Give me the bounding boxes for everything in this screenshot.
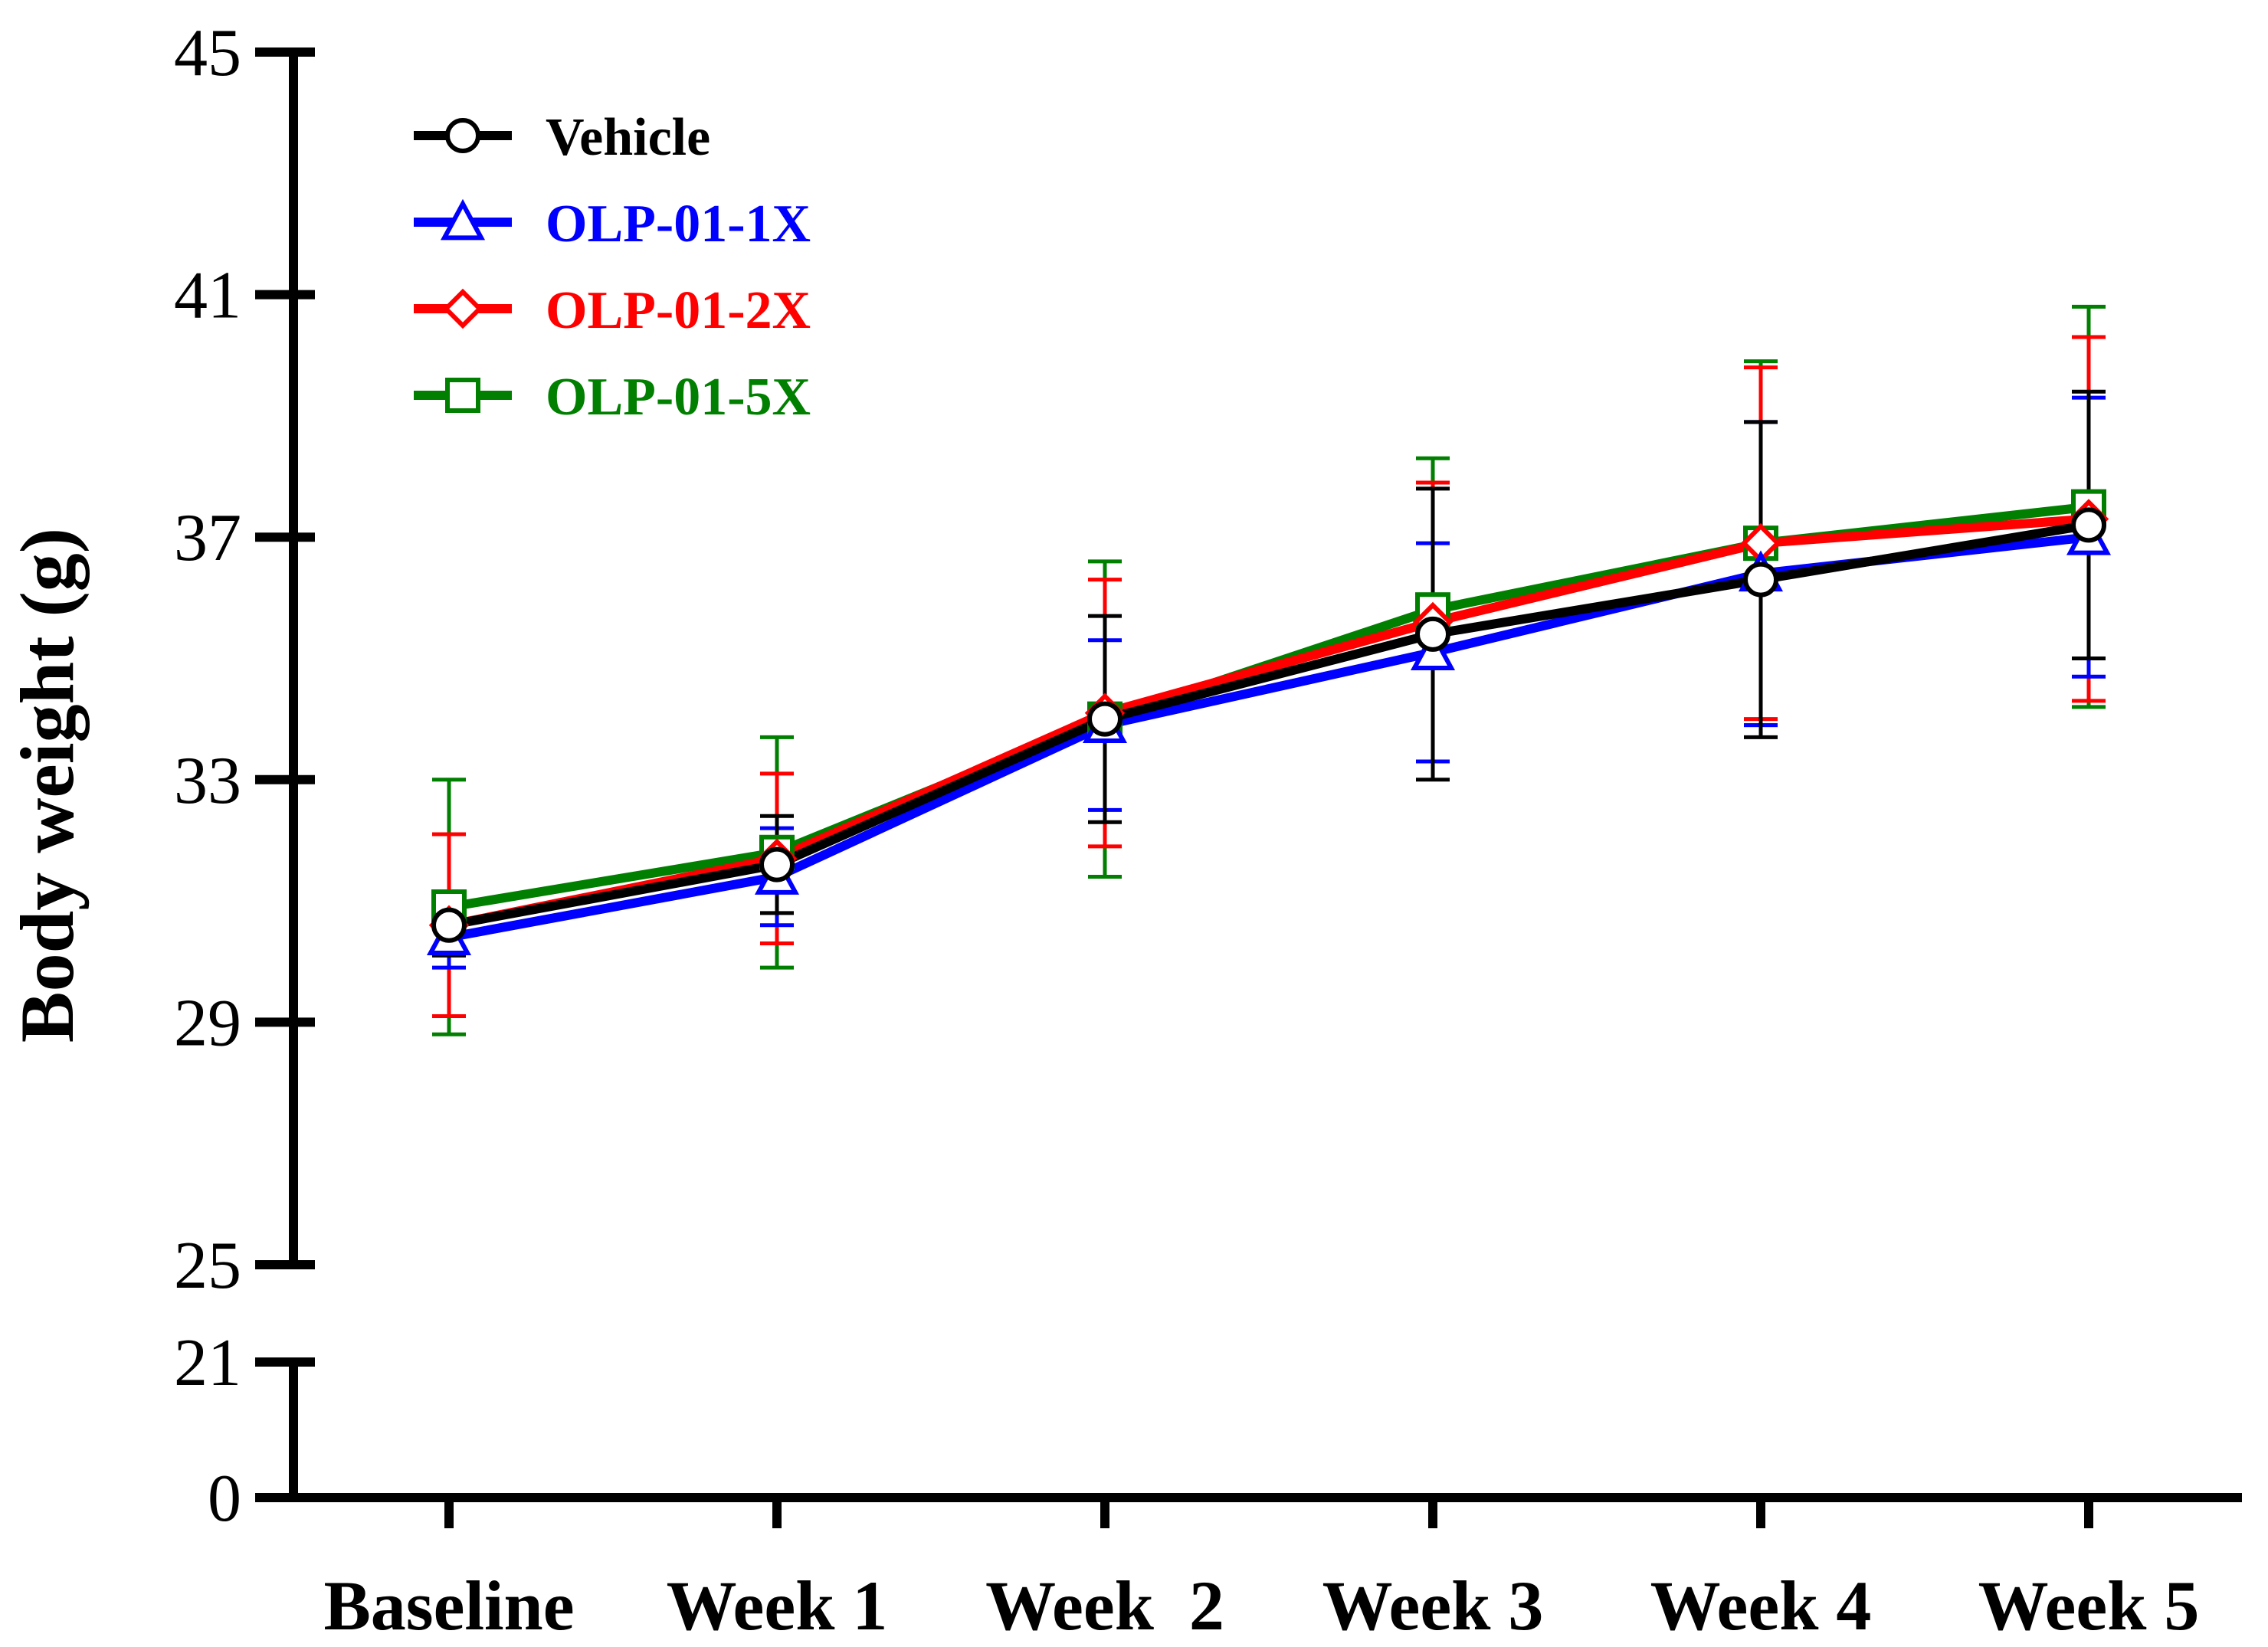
x-tick-label-week-2: Week 2 bbox=[985, 1567, 1224, 1645]
line-olp-01-2x bbox=[447, 514, 2089, 930]
legend-entry-vehicle: Vehicle bbox=[414, 108, 710, 167]
legend-entry-olp-01-2x: OLP-01-2X bbox=[414, 281, 811, 340]
y-tick-label-33: 33 bbox=[174, 744, 241, 818]
x-tick-label-week-4: Week 4 bbox=[1650, 1567, 1872, 1645]
legend-label-olp-01-1x: OLP-01-1X bbox=[546, 195, 811, 254]
legend-marker-olp-01-2x bbox=[442, 288, 483, 329]
legend-entry-olp-01-1x: OLP-01-1X bbox=[414, 195, 811, 254]
point-vehicle-week-5 bbox=[2071, 507, 2106, 543]
y-tick-label-41: 41 bbox=[174, 259, 241, 333]
y-tick-label-45: 45 bbox=[174, 16, 241, 90]
y-tick-label-25: 25 bbox=[174, 1229, 241, 1303]
y-tick-label-29: 29 bbox=[174, 986, 241, 1060]
x-tick-label-week-3: Week 3 bbox=[1322, 1567, 1544, 1645]
axes: 0 21 25 29 33 37 41 45 Baseline Week 1 Week 2 Week … bbox=[174, 16, 2242, 1645]
legend-label-olp-01-2x: OLP-01-2X bbox=[546, 281, 811, 340]
legend-marker-olp-01-5x bbox=[445, 378, 480, 413]
legend-label-vehicle: Vehicle bbox=[546, 108, 710, 167]
series-markers bbox=[426, 489, 2112, 955]
legend-label-olp-01-5x: OLP-01-5X bbox=[546, 368, 811, 427]
series-lines bbox=[447, 502, 2089, 942]
y-tick-label-21: 21 bbox=[174, 1326, 241, 1400]
line-vehicle bbox=[447, 520, 2089, 930]
x-tick-label-baseline: Baseline bbox=[323, 1567, 574, 1645]
x-tick-label-week-5: Week 5 bbox=[1978, 1567, 2200, 1645]
point-vehicle-week-3 bbox=[1415, 616, 1450, 652]
point-vehicle-week-1 bbox=[759, 846, 795, 882]
point-vehicle-baseline bbox=[431, 907, 467, 943]
legend-marker-vehicle bbox=[445, 118, 480, 153]
legend-marker-olp-01-1x bbox=[440, 198, 486, 241]
y-tick-label-0: 0 bbox=[208, 1462, 241, 1536]
x-tick-label-week-1: Week 1 bbox=[667, 1567, 888, 1645]
y-axis-title: Body weight (g) bbox=[5, 528, 90, 1043]
point-vehicle-week-4 bbox=[1743, 562, 1778, 598]
y-tick-label-37: 37 bbox=[174, 501, 241, 575]
legend-entry-olp-01-5x: OLP-01-5X bbox=[414, 368, 811, 427]
point-vehicle-week-2 bbox=[1087, 701, 1123, 737]
legend: Vehicle OLP-01-1X OLP-01-2X OLP-01-5X bbox=[414, 108, 811, 427]
